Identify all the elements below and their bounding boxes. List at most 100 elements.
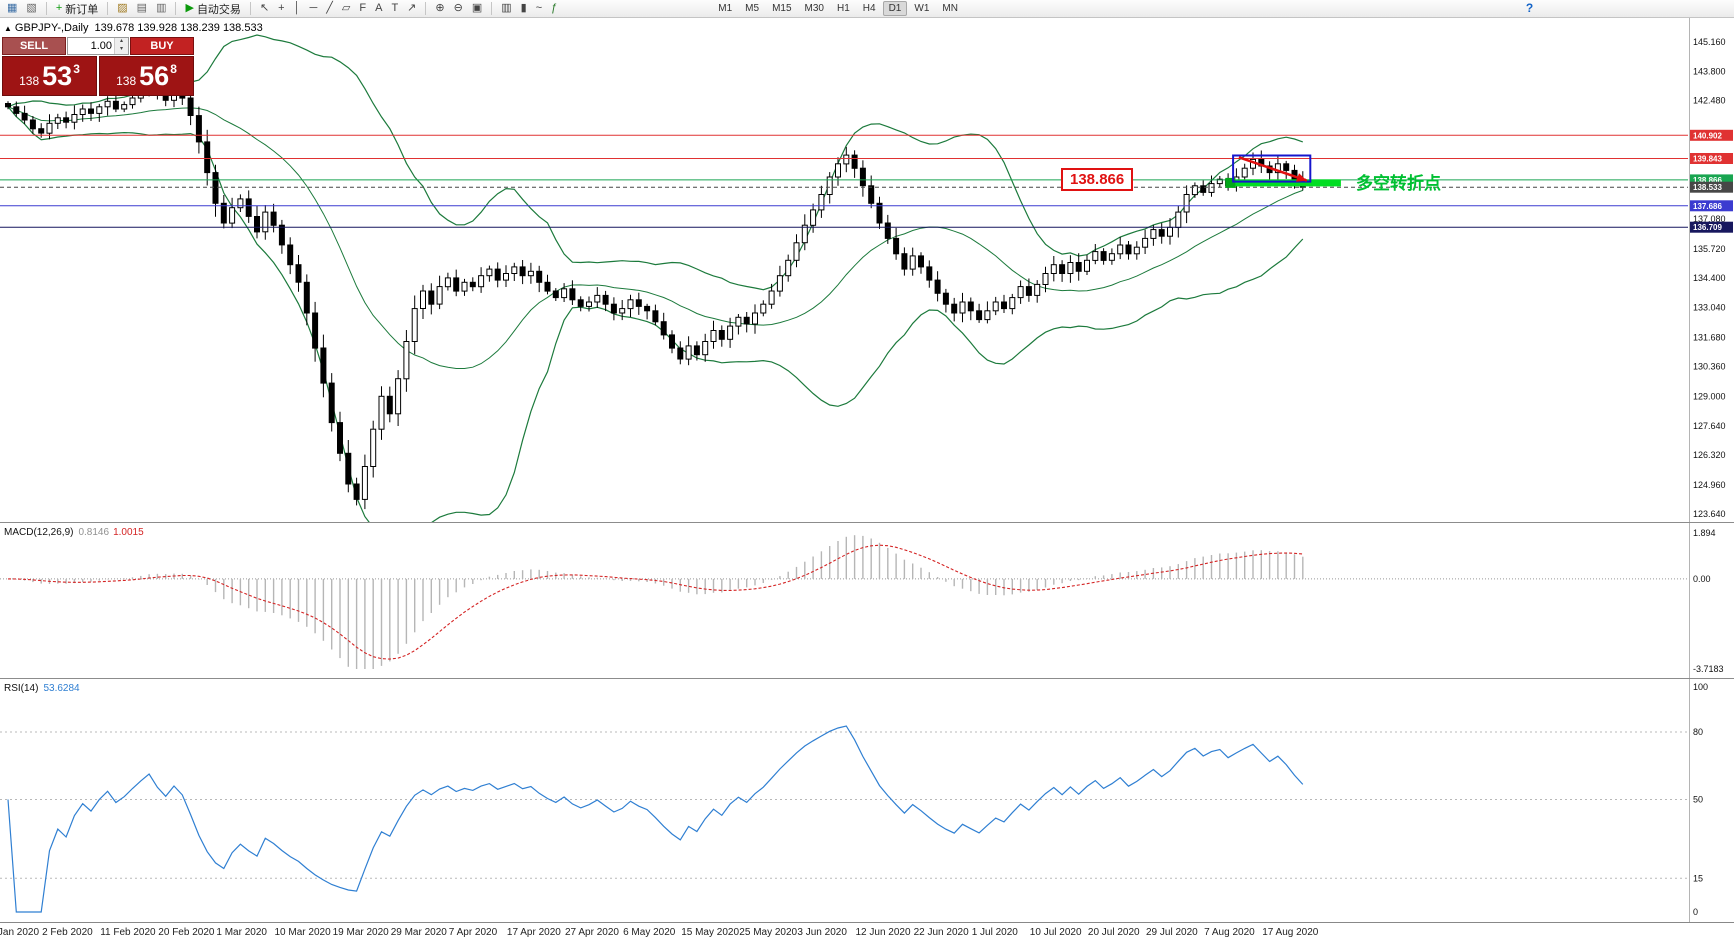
price-tag-138.866[interactable]: 138.866: [1690, 174, 1733, 186]
date-label: 7 Aug 2020: [1204, 927, 1255, 938]
bid-main: 53: [42, 60, 73, 91]
macd-axis[interactable]: 1.894 0.00 -3.7183: [1693, 528, 1724, 674]
sell-button[interactable]: SELL: [2, 37, 66, 55]
svg-text:140.902: 140.902: [1693, 131, 1722, 140]
rsi-axis[interactable]: 100 80 50 15 0: [1693, 682, 1708, 917]
macd-rsi-separator[interactable]: [0, 678, 1734, 679]
cursor-button[interactable]: ↖: [256, 0, 273, 17]
volume-down-icon[interactable]: ▾: [115, 46, 128, 54]
volume-up-icon[interactable]: ▴: [115, 38, 128, 46]
timeframe-h4[interactable]: H4: [862, 3, 876, 14]
level-band[interactable]: [1226, 179, 1341, 187]
timeframe-m30[interactable]: M30: [804, 3, 824, 14]
rsi-panel-canvas[interactable]: 100 80 50 15 0: [0, 679, 1734, 922]
ask-prefix: 138: [116, 74, 137, 88]
terminal-button[interactable]: ▤: [133, 0, 151, 17]
horizontal-line-button-icon: ─: [309, 2, 318, 14]
price-tag-137.686[interactable]: 137.686: [1690, 200, 1733, 212]
buy-button[interactable]: BUY: [130, 37, 194, 55]
timeframe-m1[interactable]: M1: [718, 3, 733, 14]
turning-point-annotation[interactable]: 多空转折点: [1356, 174, 1441, 193]
text-label-button[interactable]: T: [387, 0, 402, 17]
autotrading-button[interactable]: ▶ 自动交易: [181, 0, 244, 17]
date-label: 15 May 2020: [681, 927, 740, 938]
text-button[interactable]: A: [371, 0, 386, 17]
price-tick-label: 137.080: [1693, 214, 1726, 224]
date-label: 3 Jun 2020: [797, 927, 847, 938]
consolidation-rectangle[interactable]: [1232, 154, 1312, 183]
cursor-button-icon: ↖: [259, 2, 270, 14]
metaeditor-button[interactable]: ▨: [113, 0, 131, 17]
profiles-button[interactable]: ▧: [22, 0, 40, 17]
text-button-icon: A: [375, 2, 383, 14]
volume-stepper: ▴ ▾: [67, 37, 129, 55]
timeframe-m5[interactable]: M5: [745, 3, 760, 14]
vertical-line-button[interactable]: │: [290, 0, 305, 17]
profiles-button-icon: ▧: [26, 2, 37, 14]
new-chart-button[interactable]: ▦: [3, 0, 21, 17]
price-annotation[interactable]: 138.866: [1061, 168, 1134, 191]
macd-tick-label: 1.894: [1693, 528, 1716, 538]
arrows-button[interactable]: ↗: [403, 0, 420, 17]
rsi-tick-label: 15: [1693, 873, 1703, 883]
candlestick-chart-button[interactable]: ▮: [517, 0, 531, 17]
price-axis[interactable]: 145.160 143.800 142.480 137.080 135.720 134.4…: [1690, 37, 1733, 519]
level-band-anchor[interactable]: [1225, 177, 1236, 188]
toolbar-separator: [249, 2, 251, 15]
timeframe-m15[interactable]: M15: [772, 3, 792, 14]
toolbar: ▦ ▧ + 新订单 ▨ ▤ ▥ ▶ 自动交易 ↖ + │ ─ ╱ ▱ F A T ↗ ⊕ ⊖ ▣ ▥ ▮ ~ ƒ M1 M5 M15 M3…: [0, 0, 1734, 18]
macd-histogram: [15, 535, 1304, 669]
macd-panel-canvas[interactable]: 1.894 0.00 -3.7183: [0, 523, 1734, 678]
price-tag-138.533[interactable]: 138.533: [1690, 181, 1733, 193]
horizontal-line-button[interactable]: ─: [305, 0, 321, 17]
tile-windows-button[interactable]: ▣: [468, 0, 486, 17]
strategy-tester-button[interactable]: ▥: [152, 0, 170, 17]
rsi-line: [7, 725, 1304, 913]
indicators-button[interactable]: ƒ: [547, 0, 561, 17]
crosshair-button-icon: +: [278, 2, 285, 14]
new-chart-button-icon: ▦: [7, 2, 18, 14]
price-macd-separator[interactable]: [0, 522, 1734, 523]
date-label: 17 Aug 2020: [1262, 927, 1319, 938]
metaeditor-button-icon: ▨: [117, 2, 128, 14]
crosshair-button[interactable]: +: [274, 0, 288, 17]
rsi-value: 53.6284: [43, 683, 80, 694]
timeframe-d1[interactable]: D1: [882, 1, 908, 16]
price-tag-136.709[interactable]: 136.709: [1690, 221, 1733, 233]
help-button[interactable]: ?: [1525, 1, 1534, 15]
price-tick-label: 142.480: [1693, 96, 1726, 106]
line-chart-button[interactable]: ~: [532, 0, 546, 17]
trend-arrow[interactable]: [1238, 156, 1308, 182]
volume-input[interactable]: [68, 38, 114, 54]
sell-price-button[interactable]: 138 53 3: [2, 56, 97, 96]
bar-chart-button[interactable]: ▥: [497, 0, 515, 17]
date-label: 11 Feb 2020: [100, 927, 156, 938]
zoom-out-button[interactable]: ⊖: [450, 0, 467, 17]
chart-title: ▲ GBPJPY-,Daily 139.678 139.928 138.239 13…: [4, 22, 263, 34]
timeframe-w1[interactable]: W1: [914, 3, 930, 14]
rsi-tick-label: 50: [1693, 795, 1703, 805]
channel-button[interactable]: ▱: [338, 0, 354, 17]
rsi-name: RSI(14): [4, 683, 39, 694]
price-tick-label: 127.640: [1693, 421, 1726, 431]
price-chart-canvas[interactable]: 145.160 143.800 142.480 137.080 135.720 134.4…: [0, 18, 1734, 522]
timeframe-mn[interactable]: MN: [942, 3, 958, 14]
timeframe-h1[interactable]: H1: [836, 3, 850, 14]
zoom-in-button[interactable]: ⊕: [431, 0, 448, 17]
trendline-button-icon: ╱: [326, 2, 333, 14]
macd-signal-line: [7, 544, 1303, 660]
fibonacci-button[interactable]: F: [355, 0, 370, 17]
collapse-icon[interactable]: ▲: [4, 24, 12, 33]
buy-price-button[interactable]: 138 56 8: [99, 56, 194, 96]
new-order-button[interactable]: + 新订单: [52, 0, 102, 17]
trendline-button[interactable]: ╱: [322, 0, 337, 17]
date-label: 29 Mar 2020: [390, 927, 447, 938]
price-tag-139.843[interactable]: 139.843: [1690, 153, 1733, 164]
macd-tick-label: -3.7183: [1693, 664, 1724, 674]
macd-label: MACD(12,26,9) 0.8146 1.0015: [4, 527, 144, 538]
toolbar-separator: [491, 2, 493, 15]
price-tag-140.902[interactable]: 140.902: [1690, 129, 1733, 141]
rsi-tick-label: 80: [1693, 727, 1703, 737]
bid-sup: 3: [73, 62, 80, 76]
